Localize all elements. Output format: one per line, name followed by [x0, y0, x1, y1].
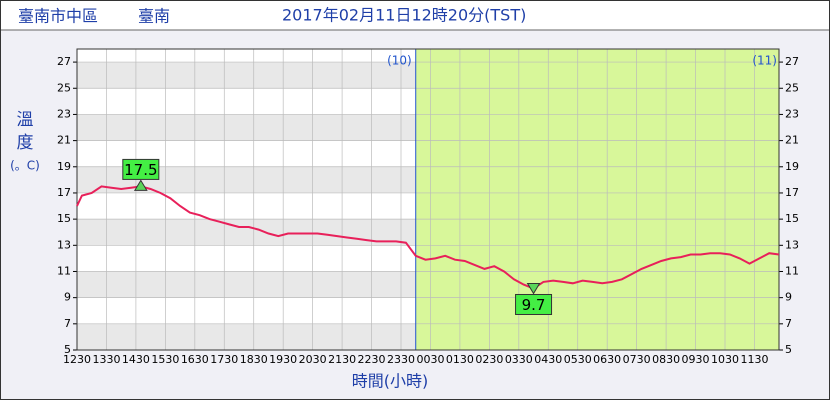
x-tick-label: 0230	[475, 353, 503, 366]
x-tick-label: 0530	[564, 353, 592, 366]
day-label: (10)	[387, 54, 412, 68]
x-tick-label: 0830	[652, 353, 680, 366]
x-axis-label: 時間(小時)	[352, 372, 429, 391]
y-tick-label: 9	[64, 291, 71, 304]
y-tick-label: 25	[57, 81, 71, 94]
x-tick-label: 0430	[534, 353, 562, 366]
y2-tick-label: 15	[785, 212, 799, 225]
y-axis-label: (。C)	[10, 159, 40, 173]
y-tick-label: 13	[57, 238, 71, 251]
x-tick-label: 0130	[446, 353, 474, 366]
plot-border	[76, 48, 780, 351]
x-tick-label: 0030	[416, 353, 444, 366]
x-tick-label: 1930	[269, 353, 297, 366]
y2-tick-label: 13	[785, 238, 799, 251]
y2-tick-label: 17	[785, 186, 799, 199]
y-tick-label: 7	[64, 317, 71, 330]
x-tick-label: 1230	[63, 353, 91, 366]
station: 臺南市中區	[18, 7, 98, 26]
value-label: 9.7	[522, 296, 546, 314]
x-tick-label: 1430	[122, 353, 150, 366]
value-label: 17.5	[124, 161, 157, 179]
x-tick-label: 1530	[151, 353, 179, 366]
x-tick-label: 1630	[181, 353, 209, 366]
y-tick-label: 17	[57, 186, 71, 199]
y2-tick-label: 27	[785, 55, 799, 68]
y-tick-label: 5	[64, 343, 71, 356]
y2-tick-label: 9	[785, 291, 792, 304]
y2-tick-label: 19	[785, 160, 799, 173]
y-axis-label: 溫	[17, 110, 34, 130]
y-tick-label: 15	[57, 212, 71, 225]
y-tick-label: 19	[57, 160, 71, 173]
x-tick-label: 2330	[387, 353, 415, 366]
value-box	[122, 158, 160, 180]
marker	[526, 282, 541, 295]
day-shade	[415, 49, 779, 350]
x-tick-label: 1830	[240, 353, 268, 366]
x-tick-label: 2230	[358, 353, 386, 366]
y-tick-label: 21	[57, 134, 71, 147]
x-tick-label: 0930	[682, 353, 710, 366]
x-tick-label: 1730	[210, 353, 238, 366]
x-tick-label: 2130	[328, 353, 356, 366]
chart-title: 2017年02月11日12時20分(TST)	[282, 6, 526, 25]
y2-tick-label: 23	[785, 107, 799, 120]
x-tick-label: 1130	[740, 353, 768, 366]
y2-tick-label: 11	[785, 264, 799, 277]
x-tick-label: 1330	[92, 353, 120, 366]
y-axis-label: 度	[17, 133, 34, 153]
y2-tick-label: 25	[785, 81, 799, 94]
marker	[133, 179, 148, 191]
header	[1, 1, 829, 30]
y-tick-label: 27	[57, 55, 71, 68]
city: 臺南	[138, 7, 170, 26]
day-label: (11)	[752, 54, 777, 68]
x-tick-label: 1030	[711, 353, 739, 366]
y2-tick-label: 5	[785, 343, 792, 356]
y-tick-label: 23	[57, 107, 71, 120]
x-tick-label: 0330	[505, 353, 533, 366]
x-tick-label: 2030	[299, 353, 327, 366]
line	[76, 185, 780, 290]
value-box	[515, 293, 553, 315]
x-tick-label: 0630	[593, 353, 621, 366]
y2-tick-label: 7	[785, 317, 792, 330]
y2-tick-label: 21	[785, 134, 799, 147]
y-tick-label: 11	[57, 264, 71, 277]
x-tick-label: 0730	[623, 353, 651, 366]
